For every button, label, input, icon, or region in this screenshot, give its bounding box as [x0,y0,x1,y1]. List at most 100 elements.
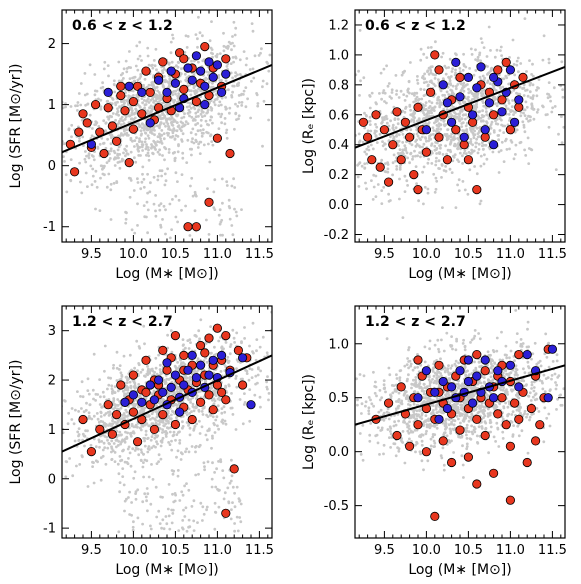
grey-point [382,185,386,189]
grey-point [161,71,165,74]
grey-point [356,163,359,167]
grey-point [238,500,241,503]
grey-point [128,195,132,199]
grey-point [134,446,138,449]
grey-point [383,162,387,166]
grey-point [64,475,68,479]
grey-point [434,160,438,163]
grey-point [205,360,209,364]
grey-point [500,123,503,127]
grey-point [113,385,117,389]
grey-point [146,151,150,155]
data-point [367,155,377,165]
grey-point [107,116,111,120]
grey-point [401,132,405,136]
grey-point [180,490,184,494]
grey-point [481,99,484,103]
grey-point [62,431,65,435]
grey-point [174,402,178,406]
grey-point [199,501,203,505]
grey-point [118,153,122,156]
data-point [103,103,113,113]
x-tick-label: 10.5 [161,247,190,262]
grey-point [449,112,452,115]
grey-cloud [43,15,272,240]
data-point [154,375,164,385]
grey-point [120,373,124,377]
y-tick-label: 1.0 [328,48,349,63]
grey-point [194,450,197,454]
grey-point [112,407,115,411]
grey-point [144,103,148,106]
grey-point [394,74,398,77]
grey-point [141,122,145,126]
grey-point [367,145,370,149]
grey-point [514,153,517,156]
grey-point [426,69,430,73]
grey-point [183,112,186,116]
data-point [74,127,84,137]
grey-point [97,420,101,424]
grey-point [385,64,388,68]
grey-point [497,171,501,174]
grey-point [517,70,520,74]
data-point [179,84,189,95]
grey-point [196,521,199,524]
grey-point [164,118,168,122]
grey-point [186,395,190,398]
grey-point [171,492,174,496]
grey-point [159,444,163,448]
grey-point [104,121,108,125]
panel-label: 0.6 < z < 1.2 [365,18,466,34]
grey-point [158,93,162,97]
grey-point [128,77,132,80]
grey-point [170,60,174,64]
grey-point [184,346,187,350]
grey-point [221,418,225,422]
grey-point [382,67,386,71]
grey-point [179,451,183,455]
data-point [229,464,239,474]
data-point [99,148,109,159]
grey-point [154,142,157,146]
grey-point [200,410,204,413]
grey-point [143,127,147,131]
grey-point [128,380,132,384]
grey-point [115,366,119,370]
grey-point [162,527,166,531]
grey-point [546,96,550,100]
grey-point [153,436,157,440]
grey-point [571,101,574,104]
grey-point [425,139,428,143]
grey-point [151,66,155,70]
data-point [362,132,373,142]
grey-point [432,82,436,86]
data-point [128,370,138,380]
data-point [221,395,231,405]
grey-point [227,198,231,202]
grey-point [422,142,426,146]
grey-point [249,116,253,120]
grey-point [224,131,228,135]
grey-point [139,73,143,76]
grey-point [146,231,150,235]
grey-point [182,508,185,512]
x-tick-label: 11.0 [203,543,232,558]
grey-point [223,410,227,414]
data-point [451,57,461,68]
grey-point [254,374,258,378]
grey-point [185,376,189,380]
grey-point [169,329,173,333]
grey-point [86,485,90,488]
grey-point [43,180,46,183]
grey-point [85,154,88,158]
grey-point [209,133,213,137]
grey-point [213,98,217,102]
grey-point [280,347,283,350]
grey-point [528,59,531,62]
grey-point [159,439,163,443]
grey-point [447,66,450,69]
grey-point [429,71,433,74]
grey-point [374,174,378,178]
grey-point [170,228,174,232]
